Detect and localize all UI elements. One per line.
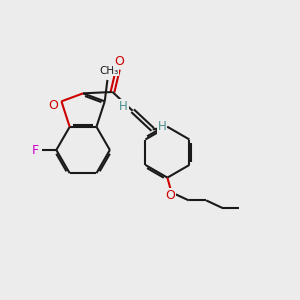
Text: O: O	[114, 55, 124, 68]
Text: O: O	[49, 99, 58, 112]
Text: O: O	[165, 189, 175, 202]
Text: H: H	[119, 100, 128, 113]
Text: H: H	[158, 120, 167, 133]
Text: F: F	[31, 143, 38, 157]
Text: CH₃: CH₃	[99, 66, 118, 76]
